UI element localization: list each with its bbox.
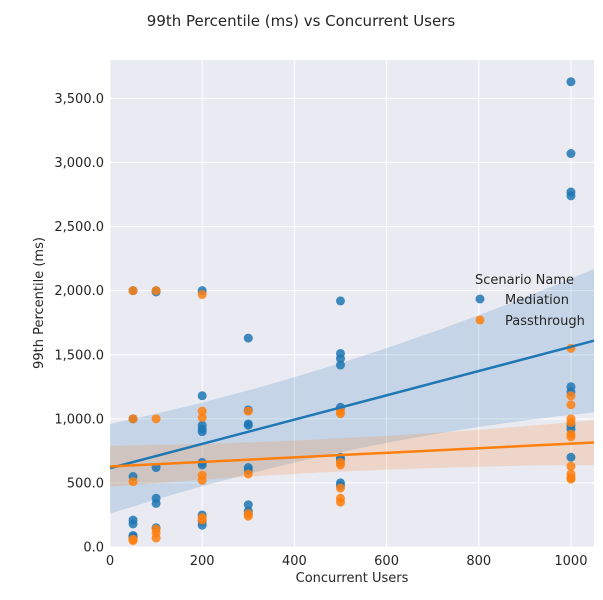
data-point-passthrough (197, 413, 207, 423)
data-point-passthrough (566, 461, 576, 471)
data-point-passthrough (197, 515, 207, 525)
x-tick-label: 400 (282, 554, 307, 569)
data-point-passthrough (335, 460, 345, 470)
y-tick-label: 2,000.0 (54, 284, 104, 299)
data-point-passthrough (128, 477, 138, 487)
data-point-mediation (243, 500, 253, 510)
data-point-passthrough (197, 290, 207, 300)
y-tick-label: 3,000.0 (54, 156, 104, 171)
y-axis-ticks: 0.0 500.0 1,000.0 1,500.0 2,000.0 2,500.0 3,00… (54, 92, 104, 556)
legend: Scenario Name Mediation Passthrough (475, 273, 585, 329)
legend-label-passthrough: Passthrough (505, 314, 585, 329)
x-tick-label: 1000 (554, 554, 587, 569)
gridlines (109, 60, 594, 548)
x-axis-label: Concurrent Users (296, 571, 409, 586)
data-point-passthrough (243, 406, 253, 416)
data-point-passthrough (566, 418, 576, 428)
x-tick-label: 200 (190, 554, 215, 569)
legend-title: Scenario Name (475, 273, 574, 288)
legend-label-mediation: Mediation (505, 293, 569, 308)
data-point-passthrough (151, 414, 161, 424)
x-tick-label: 600 (374, 554, 399, 569)
data-point-mediation (335, 360, 345, 370)
data-point-mediation (566, 77, 576, 87)
data-point-mediation (566, 191, 576, 201)
trend-line-mediation (109, 339, 595, 470)
data-point-passthrough (128, 414, 138, 424)
data-point-passthrough (128, 536, 138, 546)
data-point-passthrough (335, 497, 345, 507)
y-tick-label: 3,500.0 (54, 92, 104, 107)
y-axis-label: 99th Percentile (ms) (32, 237, 47, 369)
trend-lines (109, 339, 595, 470)
confidence-band-mediation (110, 268, 594, 514)
legend-marker-passthrough (475, 315, 485, 325)
data-point-passthrough (566, 391, 576, 401)
x-tick-label: 800 (466, 554, 491, 569)
data-point-mediation (197, 391, 207, 401)
y-tick-label: 500.0 (67, 476, 104, 491)
legend-marker-mediation (475, 294, 485, 304)
data-point-passthrough (151, 533, 161, 543)
data-point-mediation (243, 420, 253, 430)
trend-line-passthrough (109, 441, 595, 468)
data-point-mediation (243, 333, 253, 343)
y-tick-label: 0.0 (83, 541, 104, 556)
data-point-passthrough (243, 511, 253, 521)
plot-area (110, 60, 594, 547)
data-point-mediation (566, 149, 576, 159)
data-point-mediation (335, 354, 345, 364)
data-point-mediation (151, 498, 161, 508)
data-point-passthrough (243, 469, 253, 479)
data-point-passthrough (335, 483, 345, 493)
data-point-passthrough (197, 475, 207, 485)
data-point-passthrough (151, 286, 161, 296)
y-tick-label: 1,500.0 (54, 348, 104, 363)
y-tick-label: 1,000.0 (54, 412, 104, 427)
data-point-passthrough (566, 400, 576, 410)
data-point-passthrough (128, 286, 138, 296)
x-axis-ticks: 0 200 400 600 800 1000 (106, 554, 588, 569)
x-tick-label: 0 (106, 554, 114, 569)
chart-title: 99th Percentile (ms) vs Concurrent Users (147, 12, 456, 30)
data-point-passthrough (566, 474, 576, 484)
data-point-mediation (566, 452, 576, 462)
data-point-mediation (128, 519, 138, 529)
data-point-passthrough (566, 432, 576, 442)
data-point-mediation (197, 427, 207, 437)
data-points (128, 77, 576, 546)
data-point-mediation (335, 296, 345, 306)
data-point-passthrough (197, 406, 207, 416)
data-point-passthrough (335, 409, 345, 419)
y-tick-label: 2,500.0 (54, 220, 104, 235)
